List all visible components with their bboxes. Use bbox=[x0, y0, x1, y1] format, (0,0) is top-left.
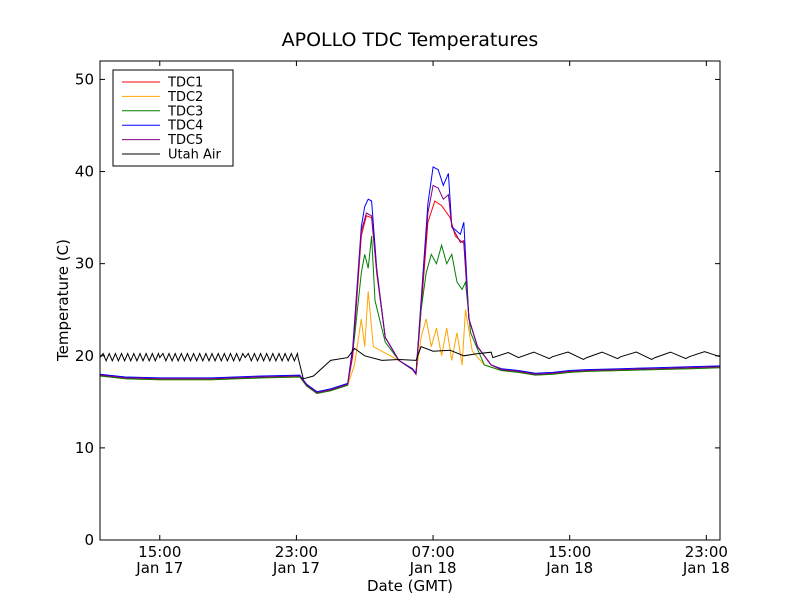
x-tick-date-label: Jan 18 bbox=[545, 559, 593, 577]
series-line-tdc3 bbox=[99, 235, 721, 395]
y-axis-title: Temperature (C) bbox=[54, 239, 72, 362]
x-tick-time-label: 23:00 bbox=[275, 543, 318, 561]
legend-label-tdc2: TDC2 bbox=[167, 90, 203, 105]
plot-frame bbox=[99, 60, 721, 541]
x-tick-date-label: Jan 17 bbox=[135, 559, 183, 577]
x-tick-time-label: 15:00 bbox=[548, 543, 591, 561]
legend-label-utah-air: Utah Air bbox=[168, 148, 221, 163]
x-axis-title: Date (GMT) bbox=[367, 577, 453, 595]
legend-label-tdc4: TDC4 bbox=[167, 119, 203, 134]
chart-title: APOLLO TDC Temperatures bbox=[282, 29, 539, 51]
legend-label-tdc5: TDC5 bbox=[167, 133, 203, 148]
legend-label-tdc1: TDC1 bbox=[167, 76, 203, 91]
series-layer bbox=[99, 166, 721, 395]
x-tick-date-label: Jan 18 bbox=[409, 559, 457, 577]
y-tick-label: 50 bbox=[75, 70, 94, 88]
series-line-tdc5 bbox=[99, 184, 721, 394]
x-tick-date-label: Jan 17 bbox=[272, 559, 320, 577]
y-tick-label: 30 bbox=[75, 255, 94, 273]
y-tick-label: 40 bbox=[75, 163, 94, 181]
y-tick-label: 20 bbox=[75, 347, 94, 365]
series-line-utah-air bbox=[99, 345, 721, 380]
x-tick-time-label: 07:00 bbox=[411, 543, 454, 561]
y-tick-label: 0 bbox=[84, 531, 94, 549]
legend-box bbox=[112, 69, 234, 167]
legend-label-tdc3: TDC3 bbox=[167, 104, 203, 119]
x-tick-date-label: Jan 18 bbox=[682, 559, 730, 577]
y-tick-label: 10 bbox=[75, 439, 94, 457]
x-tick-time-label: 15:00 bbox=[138, 543, 181, 561]
series-line-tdc4 bbox=[99, 166, 721, 393]
x-tick-time-label: 23:00 bbox=[685, 543, 728, 561]
